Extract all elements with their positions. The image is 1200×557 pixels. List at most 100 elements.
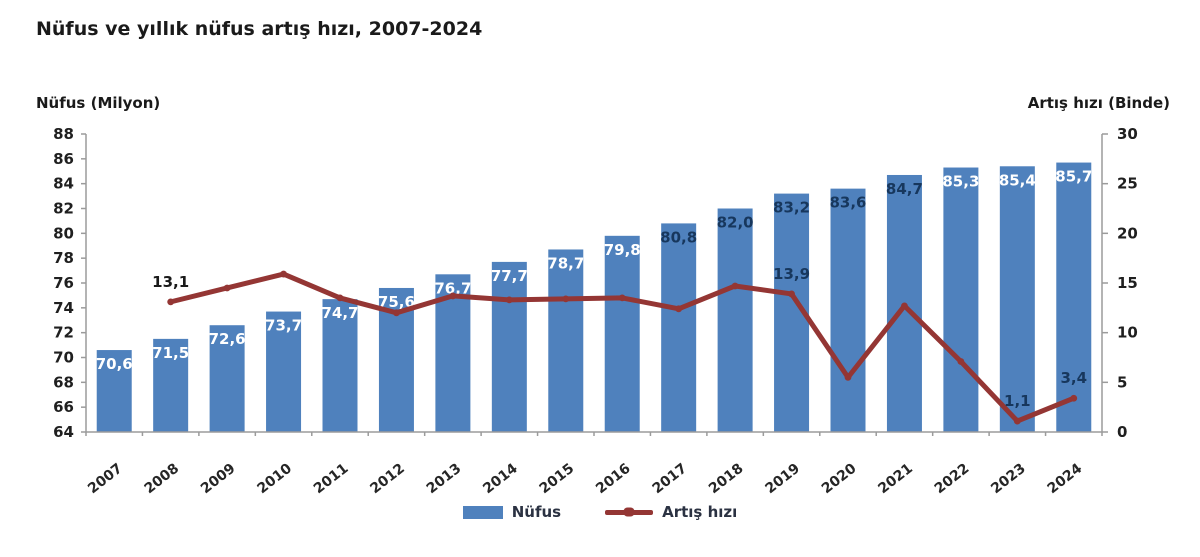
bar-value-label: 75,6 <box>378 293 415 311</box>
growth-rate-annotation: 1,1 <box>1004 392 1031 410</box>
left-axis-tick-label: 84 <box>53 175 74 193</box>
left-axis-tick-label: 74 <box>53 299 74 317</box>
x-axis-year-label: 2023 <box>988 461 1029 498</box>
bar-2014 <box>491 261 527 432</box>
bar-2024 <box>1056 162 1092 432</box>
growth-rate-annotation: 3,4 <box>1060 369 1087 387</box>
growth-rate-point <box>731 282 739 290</box>
bar-value-label: 77,7 <box>491 267 528 285</box>
growth-rate-annotation: 13,1 <box>152 273 189 291</box>
right-axis-tick-label: 15 <box>1117 274 1138 292</box>
growth-rate-point <box>167 298 175 306</box>
x-axis-year-label: 2020 <box>819 460 860 497</box>
bar-value-label: 85,4 <box>999 171 1036 189</box>
bar-2015 <box>548 249 584 432</box>
bar-value-label: 80,8 <box>660 228 697 246</box>
bar-2018 <box>717 208 753 432</box>
left-axis-tick-label: 86 <box>53 150 74 168</box>
x-axis-year-label: 2016 <box>593 461 634 498</box>
x-axis-year-label: 2014 <box>480 460 521 497</box>
bar-2008 <box>153 338 189 432</box>
left-axis-tick-label: 78 <box>53 249 74 267</box>
bar-2009 <box>209 325 245 432</box>
bar-value-label: 72,6 <box>209 330 246 348</box>
bar-value-label: 74,7 <box>321 304 358 322</box>
right-axis-tick-label: 10 <box>1117 324 1138 342</box>
left-axis-tick-label: 80 <box>53 224 74 242</box>
bar-value-label: 85,3 <box>942 173 979 191</box>
x-axis-year-label: 2007 <box>85 461 126 498</box>
growth-rate-annotation: 13,9 <box>773 265 810 283</box>
bar-value-label: 78,7 <box>547 254 584 272</box>
growth-rate-point <box>675 305 683 313</box>
bar-value-label: 85,7 <box>1055 168 1092 186</box>
bar-2022 <box>943 167 979 432</box>
x-axis-year-label: 2024 <box>1045 460 1086 497</box>
bar-2016 <box>604 235 640 432</box>
growth-rate-point <box>901 302 908 310</box>
growth-rate-point <box>336 294 344 302</box>
x-axis-year-label: 2010 <box>254 460 295 497</box>
x-axis-year-label: 2013 <box>424 461 465 498</box>
right-axis-tick-label: 5 <box>1117 373 1127 391</box>
bar-value-label: 82,0 <box>717 214 754 232</box>
bar-value-label: 76,7 <box>434 279 471 297</box>
bar-2007 <box>96 350 132 432</box>
left-axis-tick-label: 76 <box>53 274 74 292</box>
legend-label-artis-hizi: Artış hızı <box>662 503 738 521</box>
growth-rate-point <box>449 292 457 300</box>
bar-2023 <box>999 166 1035 433</box>
right-axis-tick-label: 25 <box>1117 175 1138 193</box>
x-axis-year-label: 2018 <box>706 461 747 498</box>
x-axis-year-label: 2011 <box>311 461 352 498</box>
growth-rate-point <box>280 270 287 278</box>
legend-label-nufus: Nüfus <box>511 503 562 521</box>
right-axis-tick-label: 20 <box>1117 224 1138 242</box>
growth-rate-point <box>393 309 400 317</box>
growth-rate-point <box>788 290 795 298</box>
left-axis-tick-label: 66 <box>53 398 74 416</box>
bar-value-label: 71,5 <box>152 344 189 362</box>
left-axis-tick-label: 88 <box>53 125 74 143</box>
x-axis-year-label: 2022 <box>932 461 973 498</box>
left-axis-tick-label: 64 <box>53 423 74 441</box>
bar-value-label: 84,7 <box>886 180 923 198</box>
growth-rate-point <box>1013 417 1021 425</box>
x-axis-year-label: 2009 <box>198 461 239 498</box>
population-growth-chart: 88 86 84 82 80 78 76 74 72 70 68 66 64 0 5 10 15 20 25 30 70… <box>53 125 1138 498</box>
bar-value-label: 70,6 <box>96 355 133 373</box>
bar-value-label: 83,2 <box>773 199 810 217</box>
bar-value-label: 83,6 <box>829 194 866 212</box>
bar-2010 <box>266 311 302 432</box>
line-marker-icon <box>623 507 635 517</box>
left-axis-tick-label: 70 <box>53 349 74 367</box>
x-axis-year-label: 2012 <box>367 461 408 498</box>
growth-rate-point <box>505 296 513 304</box>
bar-value-label: 73,7 <box>265 317 302 335</box>
growth-rate-point <box>1070 394 1078 402</box>
x-axis-year-label: 2008 <box>142 461 183 498</box>
right-axis-title: Artış hızı (Binde) <box>1027 94 1170 112</box>
right-axis-tick-label: 0 <box>1117 423 1127 441</box>
left-axis-tick-label: 68 <box>53 373 74 391</box>
legend-item-nufus: Nüfus <box>462 503 562 521</box>
bar-2017 <box>661 223 697 432</box>
left-axis-tick-label: 72 <box>53 324 74 342</box>
left-axis-title: Nüfus (Milyon) <box>36 94 161 112</box>
line-series-swatch <box>605 507 654 517</box>
growth-rate-point <box>957 358 965 365</box>
chart-legend: Nüfus Artış hızı <box>0 503 1200 521</box>
bar-2011 <box>322 299 358 432</box>
right-axis-tick-label: 30 <box>1117 125 1138 143</box>
bar-value-label: 79,8 <box>604 241 641 259</box>
growth-rate-point <box>844 373 852 381</box>
chart-title: Nüfus ve yıllık nüfus artış hızı, 2007-2… <box>36 18 483 40</box>
bar-series-swatch <box>462 505 503 519</box>
legend-item-artis-hizi: Artış hızı <box>605 503 737 521</box>
x-axis-year-label: 2015 <box>537 461 578 498</box>
left-axis-tick-label: 82 <box>53 200 74 218</box>
growth-rate-point <box>562 295 570 303</box>
growth-rate-point <box>223 284 231 292</box>
x-axis-year-label: 2021 <box>875 461 916 498</box>
x-axis-year-label: 2017 <box>650 461 691 498</box>
